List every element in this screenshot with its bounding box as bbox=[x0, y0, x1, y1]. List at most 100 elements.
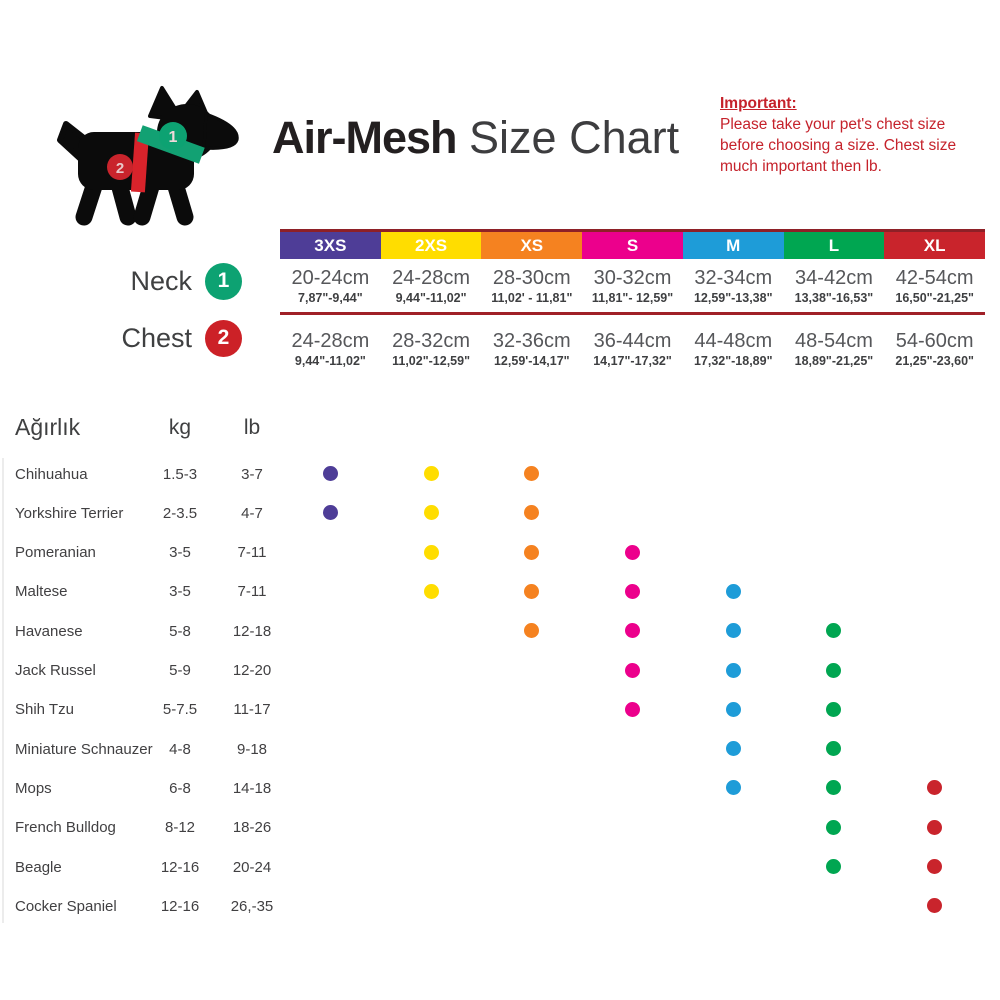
neck-marker-badge: 1 bbox=[205, 262, 242, 300]
breed-lb-range: 3-7 bbox=[241, 465, 263, 483]
size-dot-m bbox=[725, 780, 741, 796]
breed-kg-range: 5-8 bbox=[169, 622, 191, 640]
size-dot-xs bbox=[524, 466, 540, 481]
size-label: S bbox=[626, 235, 639, 255]
size-label: L bbox=[828, 235, 840, 255]
size-dot-l bbox=[826, 819, 842, 835]
chest-cell-s: 36-44cm 14,17"-17,32" bbox=[582, 330, 683, 369]
size-dot-s bbox=[625, 623, 640, 639]
breed-row-miniature-schnauzer: Miniature Schnauzer 4-8 9-18 bbox=[0, 729, 1000, 769]
neck-inch-value: 11,81"- 12,59" bbox=[591, 291, 674, 305]
kg-column-header: kg bbox=[168, 416, 192, 439]
breed-name: Jack Russel bbox=[15, 662, 96, 679]
chest-marker-badge: 2 bbox=[205, 319, 242, 357]
size-dot-xs bbox=[524, 623, 540, 639]
chest-inch-value: 9,44"-11,02" bbox=[294, 354, 366, 368]
neck-inch-value: 9,44"-11,02" bbox=[395, 291, 467, 305]
breed-lb-range: 20-24 bbox=[232, 858, 272, 876]
chest-cell-l: 48-54cm 18,89"-21,25" bbox=[784, 330, 885, 369]
breed-lb-range: 12-20 bbox=[232, 662, 272, 679]
chest-cell-3xs: 24-28cm 9,44"-11,02" bbox=[280, 330, 381, 369]
neck-cm-value: 30-32cm bbox=[593, 267, 672, 289]
dog-harness-illustration: 1 2 bbox=[57, 86, 239, 226]
size-dot-xs bbox=[524, 505, 540, 521]
neck-inch-value: 16,50"-21,25" bbox=[895, 291, 974, 305]
neck-values-row: 20-24cm 7,87"-9,44" 24-28cm 9,44"-11,02" 28-… bbox=[280, 267, 985, 306]
breed-name: French Bulldog bbox=[15, 819, 116, 837]
breed-column-header: Ağırlık bbox=[15, 414, 81, 440]
breed-kg-range: 4-8 bbox=[169, 740, 191, 758]
breed-lb-range: 12-18 bbox=[232, 622, 272, 640]
breed-kg-range: 8-12 bbox=[164, 819, 196, 837]
size-header-xs: XS bbox=[481, 232, 583, 259]
breed-kg-range: 3-5 bbox=[169, 583, 191, 601]
breed-lb-range: 11-17 bbox=[233, 701, 271, 719]
size-dot-s bbox=[625, 662, 640, 678]
size-dot-m bbox=[725, 662, 741, 678]
neck-marker-number: 1 bbox=[169, 129, 178, 146]
lb-column-header: lb bbox=[243, 416, 261, 439]
breed-name: Cocker Spaniel bbox=[15, 897, 117, 915]
chest-inch-value: 21,25"-23,60" bbox=[895, 354, 974, 368]
chest-cm-value: 28-32cm bbox=[392, 330, 470, 352]
neck-cm-value: 32-34cm bbox=[694, 267, 773, 289]
breed-row-yorkshire-terrier: Yorkshire Terrier 2-3.5 4-7 bbox=[0, 493, 1000, 533]
breed-name: Chihuahua bbox=[15, 465, 88, 483]
title-rest: Size Chart bbox=[456, 112, 680, 163]
neck-cm-value: 20-24cm bbox=[291, 267, 370, 289]
breed-lb-range: 26,-35 bbox=[230, 897, 274, 915]
breed-row-pomeranian: Pomeranian 3-5 7-11 bbox=[0, 533, 1000, 573]
size-label: M bbox=[726, 235, 741, 255]
size-dot-m bbox=[725, 701, 741, 717]
breed-row-shih-tzu: Shih Tzu 5-7.5 11-17 bbox=[0, 690, 1000, 730]
size-label: XS bbox=[520, 235, 544, 255]
chest-label-group: Chest 2 bbox=[0, 318, 242, 358]
breed-lb-range: 7-11 bbox=[237, 583, 267, 601]
size-dot-xl bbox=[927, 898, 943, 914]
neck-inch-value: 13,38"-16,53" bbox=[794, 291, 874, 305]
chest-cm-value: 54-60cm bbox=[895, 330, 974, 352]
breed-lb-range: 7-11 bbox=[237, 544, 267, 562]
neck-cell-xs: 28-30cm 11,02' - 11,81" bbox=[481, 267, 582, 306]
neck-label: Neck bbox=[130, 265, 192, 296]
chest-cm-value: 48-54cm bbox=[795, 330, 873, 352]
size-dot-l bbox=[826, 623, 842, 639]
breed-name: Havanese bbox=[15, 622, 83, 640]
chest-marker-on-dog bbox=[107, 154, 133, 180]
breed-name: Yorkshire Terrier bbox=[15, 504, 124, 522]
breed-lb-range: 18-26 bbox=[232, 819, 272, 837]
breed-kg-range: 5-7.5 bbox=[162, 701, 198, 719]
size-dot-l bbox=[826, 662, 842, 678]
size-grid: 3XS 2XS XS S M L XL 20-24cm 7,87"-9,44" 24-28cm 9… bbox=[280, 229, 986, 369]
grid-top-line bbox=[280, 229, 985, 232]
size-dot-3xs bbox=[322, 505, 338, 521]
neck-cm-value: 34-42cm bbox=[795, 267, 873, 289]
breed-kg-range: 3-5 bbox=[169, 544, 191, 562]
breed-name: Pomeranian bbox=[15, 544, 96, 562]
neck-inch-value: 11,02' - 11,81" bbox=[491, 291, 573, 305]
chest-cell-xs: 32-36cm 12,59'-14,17" bbox=[481, 330, 582, 369]
breed-table-header: Ağırlık kg lb bbox=[0, 414, 300, 450]
size-label: 3XS bbox=[314, 235, 347, 255]
breed-row-jack-russel: Jack Russel 5-9 12-20 bbox=[0, 651, 1000, 691]
page-title: Air-Mesh Size Chart bbox=[272, 112, 712, 164]
breed-name: Mops bbox=[15, 779, 52, 797]
size-header-l: L bbox=[783, 232, 885, 259]
chest-inch-value: 17,32"-18,89" bbox=[693, 354, 773, 368]
size-dot-xl bbox=[927, 780, 943, 796]
dog-muzzle bbox=[202, 112, 239, 150]
size-header-s: S bbox=[582, 232, 683, 259]
size-dot-l bbox=[826, 701, 842, 717]
breed-kg-range: 12-16 bbox=[160, 858, 200, 876]
chest-inch-value: 14,17"-17,32" bbox=[593, 354, 672, 368]
chest-inch-value: 11,02"-12,59" bbox=[392, 354, 471, 368]
size-header-2xs: 2XS bbox=[380, 232, 482, 259]
chest-marker-number: 2 bbox=[116, 160, 124, 177]
breed-name: Maltese bbox=[15, 583, 68, 601]
size-header-xl: XL bbox=[884, 232, 986, 259]
title-brand: Air-Mesh bbox=[272, 112, 458, 163]
neck-inch-value: 7,87"-9,44" bbox=[298, 291, 363, 305]
breed-kg-range: 6-8 bbox=[169, 779, 191, 797]
chest-label: Chest bbox=[121, 322, 192, 353]
